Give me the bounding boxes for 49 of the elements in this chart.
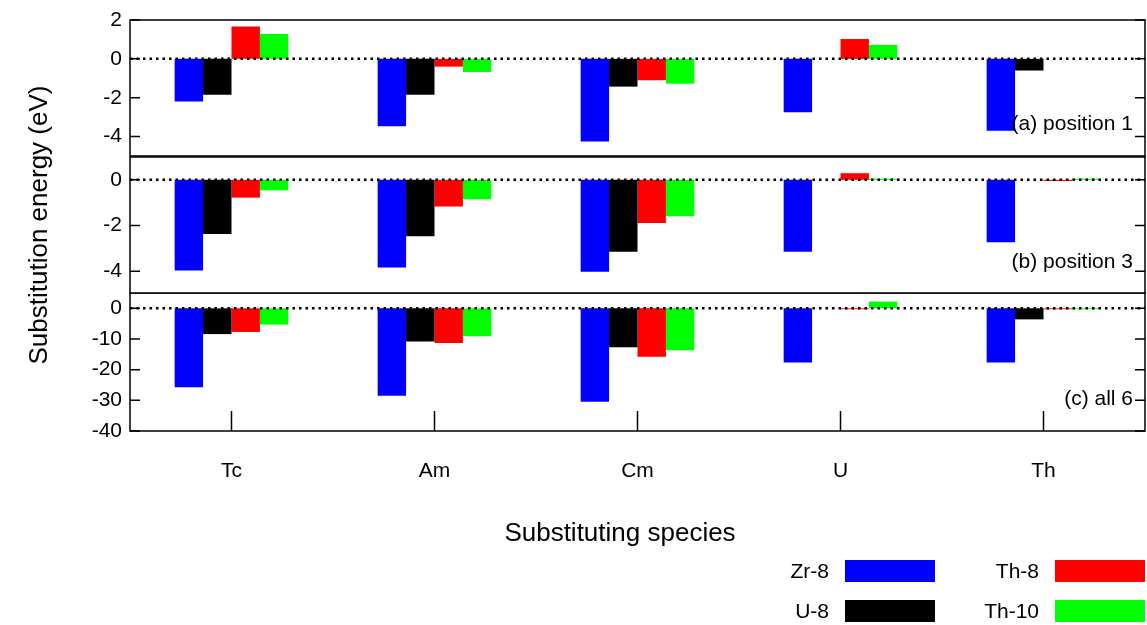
bar xyxy=(434,58,463,67)
bar xyxy=(434,179,463,207)
bar xyxy=(174,58,204,102)
bar xyxy=(580,179,610,272)
y-tick-label: 2 xyxy=(110,6,122,30)
y-tick-label: -4 xyxy=(103,123,123,147)
bar xyxy=(462,179,492,200)
y-tick-label: -30 xyxy=(91,387,122,411)
bar xyxy=(377,58,407,127)
y-tick-label: 0 xyxy=(110,295,122,319)
bar xyxy=(637,58,666,81)
x-axis-title: Substituting species xyxy=(504,516,736,548)
y-tick-label: 0 xyxy=(110,166,122,190)
y-tick-label: -40 xyxy=(91,417,122,441)
bar xyxy=(259,33,289,59)
legend-label: Th-10 xyxy=(984,599,1039,623)
bar xyxy=(840,39,869,59)
y-axis-title: Substitution energy (eV) xyxy=(22,85,54,365)
annotation: (c) all 6 xyxy=(1064,385,1133,409)
bar xyxy=(174,179,204,271)
legend-label: Zr-8 xyxy=(790,559,829,583)
y-tick-label: -4 xyxy=(103,257,123,281)
x-tick-label: Am xyxy=(418,458,451,482)
bar xyxy=(377,179,407,268)
annotation: (b) position 3 xyxy=(1011,248,1133,272)
bar xyxy=(462,58,492,73)
bar xyxy=(986,179,1016,243)
x-tick-label: U xyxy=(832,458,849,482)
y-tick-label: -2 xyxy=(103,212,122,236)
bar xyxy=(259,179,289,191)
bar xyxy=(868,44,898,59)
x-tick-label: Cm xyxy=(621,458,654,482)
bar xyxy=(840,173,869,180)
bar xyxy=(783,58,813,113)
legend-label: Th-8 xyxy=(995,559,1039,583)
y-tick-label: -2 xyxy=(103,84,122,108)
bar xyxy=(580,58,610,142)
bar xyxy=(665,179,695,217)
legend-label: U-8 xyxy=(795,599,829,623)
y-tick-label: -20 xyxy=(91,356,122,380)
bar xyxy=(231,26,260,59)
y-tick-label: 0 xyxy=(110,45,122,69)
bar xyxy=(783,179,813,252)
x-tick-label: Th xyxy=(1031,458,1056,482)
bar xyxy=(231,179,260,198)
bar xyxy=(637,179,666,223)
y-tick-label: -10 xyxy=(91,325,122,349)
x-tick-label: Tc xyxy=(221,458,242,482)
bar xyxy=(665,58,695,84)
